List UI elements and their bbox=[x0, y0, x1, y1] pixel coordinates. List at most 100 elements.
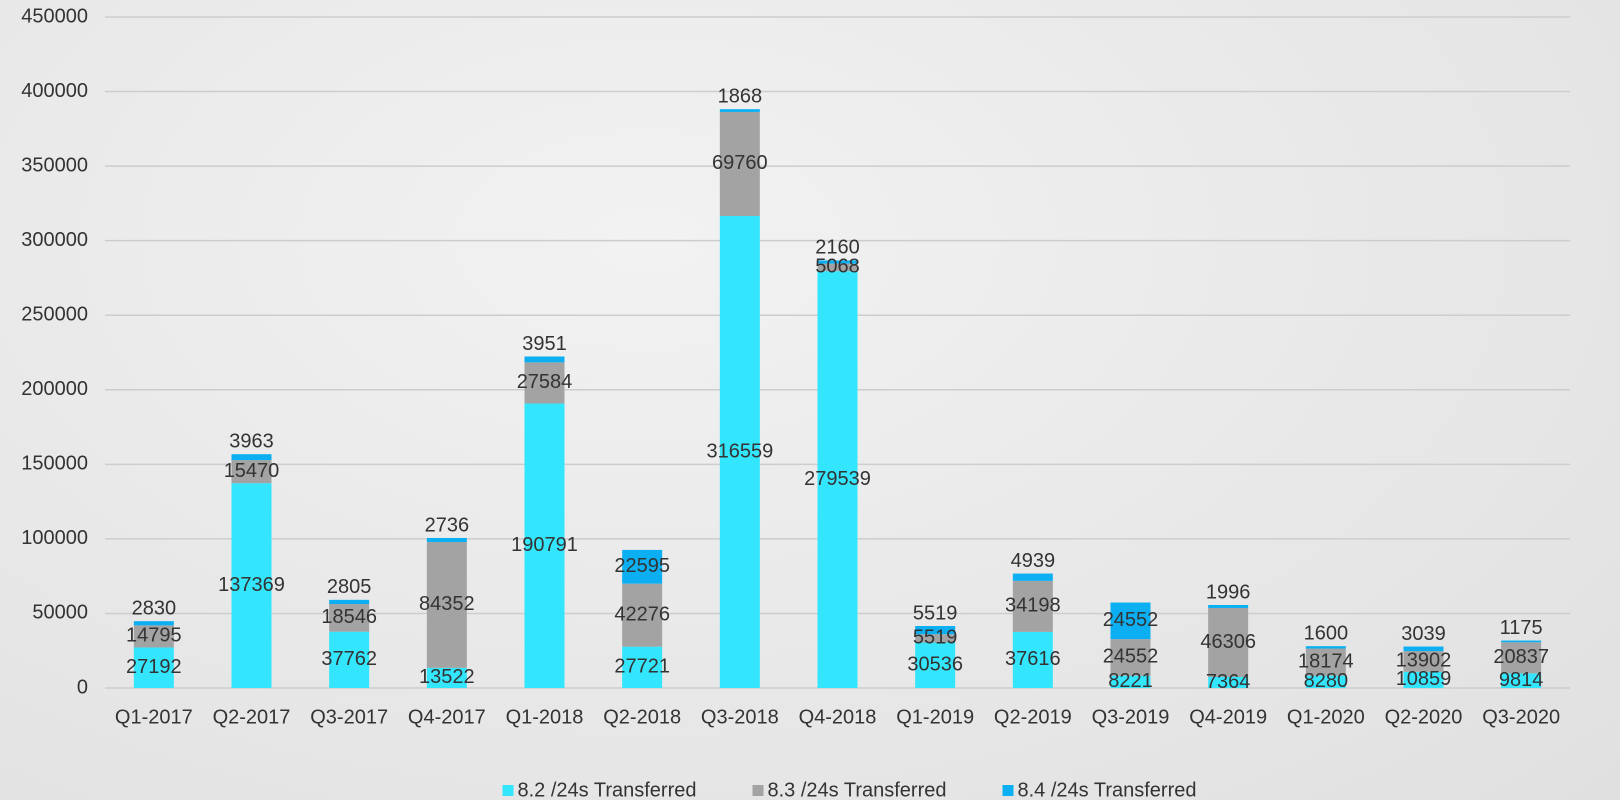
data-label: 316559 bbox=[706, 440, 773, 462]
bar-segment bbox=[1305, 648, 1346, 676]
data-label: 4939 bbox=[1011, 550, 1056, 572]
bar-segment bbox=[329, 604, 370, 632]
bar-segment bbox=[524, 362, 565, 404]
bar-segment bbox=[426, 667, 467, 688]
data-label: 1600 bbox=[1304, 622, 1349, 644]
bar-segment bbox=[524, 403, 565, 688]
data-label: 3963 bbox=[229, 430, 274, 452]
data-label: 14795 bbox=[126, 625, 182, 647]
y-tick-label: 0 bbox=[77, 676, 88, 698]
bar-segment bbox=[622, 646, 663, 688]
bar-segment bbox=[1501, 640, 1542, 643]
bar-segment bbox=[915, 642, 956, 688]
data-label: 22595 bbox=[614, 555, 670, 577]
data-label: 8221 bbox=[1108, 670, 1153, 692]
bar-segment bbox=[719, 109, 760, 112]
data-label: 42276 bbox=[614, 603, 670, 625]
bar-segment bbox=[231, 483, 272, 688]
bar-segment bbox=[1012, 573, 1053, 581]
y-tick-label: 250000 bbox=[21, 304, 88, 326]
bar-segment bbox=[622, 583, 663, 647]
x-tick-label: Q1-2020 bbox=[1287, 706, 1365, 728]
data-label: 5519 bbox=[913, 602, 958, 624]
bar-segment bbox=[329, 599, 370, 605]
bar-segment bbox=[133, 621, 174, 626]
bar-segment bbox=[1403, 671, 1444, 688]
x-tick-label: Q1-2019 bbox=[896, 706, 974, 728]
bar-segment bbox=[1110, 675, 1151, 688]
data-label: 13902 bbox=[1396, 650, 1452, 672]
y-tick-label: 100000 bbox=[21, 527, 88, 549]
data-label: 34198 bbox=[1005, 595, 1061, 617]
data-label: 9814 bbox=[1499, 669, 1544, 691]
x-tick-label: Q2-2019 bbox=[994, 706, 1072, 728]
bar-segment bbox=[915, 634, 956, 643]
data-label: 1996 bbox=[1206, 581, 1251, 603]
data-label: 5068 bbox=[815, 256, 860, 278]
bar-segment bbox=[426, 537, 467, 543]
legend-swatch bbox=[502, 785, 514, 796]
bar-segment bbox=[1110, 602, 1151, 640]
data-label: 30536 bbox=[907, 654, 963, 676]
bar-segment bbox=[1305, 646, 1346, 649]
data-label: 84352 bbox=[419, 593, 475, 615]
data-label: 10859 bbox=[1396, 668, 1452, 690]
bar-segment bbox=[1501, 642, 1542, 674]
y-tick-label: 300000 bbox=[21, 229, 88, 251]
bar-segment bbox=[719, 111, 760, 216]
x-tick-label: Q3-2020 bbox=[1482, 706, 1560, 728]
bar-segment bbox=[524, 356, 565, 363]
bar-segment bbox=[1208, 604, 1249, 608]
legend-label: 8.3 /24s Transferred bbox=[768, 779, 947, 800]
bar-segment bbox=[426, 542, 467, 668]
x-tick-label: Q2-2018 bbox=[603, 706, 681, 728]
bar-segment bbox=[231, 454, 272, 461]
data-label: 2160 bbox=[815, 237, 860, 259]
bar-segment bbox=[622, 549, 663, 584]
y-tick-label: 150000 bbox=[21, 453, 88, 475]
legend-label: 8.4 /24s Transferred bbox=[1018, 779, 1197, 800]
x-tick-label: Q4-2017 bbox=[408, 706, 486, 728]
data-label: 27584 bbox=[517, 371, 573, 393]
y-tick-label: 200000 bbox=[21, 378, 88, 400]
bar-segment bbox=[133, 647, 174, 688]
data-label: 15470 bbox=[224, 460, 280, 482]
data-label: 18546 bbox=[321, 606, 377, 628]
data-label: 20837 bbox=[1493, 646, 1549, 668]
y-tick-label: 350000 bbox=[21, 154, 88, 176]
data-label: 8280 bbox=[1304, 670, 1349, 692]
y-tick-label: 50000 bbox=[32, 602, 88, 624]
bar-segment bbox=[1501, 673, 1542, 688]
x-tick-label: Q3-2019 bbox=[1092, 706, 1170, 728]
data-label: 1868 bbox=[718, 85, 763, 107]
bar-segment bbox=[1403, 646, 1444, 652]
data-label: 69760 bbox=[712, 152, 768, 174]
bar-segment bbox=[817, 260, 858, 264]
data-label: 27721 bbox=[614, 656, 670, 678]
y-tick-label: 450000 bbox=[21, 5, 88, 27]
data-label: 46306 bbox=[1200, 631, 1256, 653]
data-label: 37762 bbox=[321, 648, 377, 670]
bar-segment bbox=[1208, 677, 1249, 688]
data-label: 37616 bbox=[1005, 648, 1061, 670]
legend-label: 8.2 /24s Transferred bbox=[518, 779, 697, 800]
data-label: 13522 bbox=[419, 666, 475, 688]
bar-segment bbox=[1403, 651, 1444, 672]
x-tick-label: Q1-2017 bbox=[115, 706, 193, 728]
legend-swatch bbox=[1002, 785, 1014, 796]
bar-segment bbox=[1208, 607, 1249, 678]
data-label: 1175 bbox=[1500, 617, 1543, 639]
bar-segment bbox=[817, 271, 858, 688]
legend-swatch bbox=[752, 785, 764, 796]
data-label: 18174 bbox=[1298, 650, 1354, 672]
bar-segment bbox=[1012, 580, 1053, 632]
x-tick-label: Q1-2018 bbox=[506, 706, 584, 728]
x-tick-label: Q3-2017 bbox=[310, 706, 388, 728]
bar-segment bbox=[1305, 675, 1346, 688]
data-label: 7364 bbox=[1206, 671, 1251, 693]
data-label: 5519 bbox=[913, 627, 958, 649]
x-tick-label: Q4-2018 bbox=[799, 706, 877, 728]
data-label: 2830 bbox=[132, 597, 177, 619]
data-label: 279539 bbox=[804, 468, 871, 490]
